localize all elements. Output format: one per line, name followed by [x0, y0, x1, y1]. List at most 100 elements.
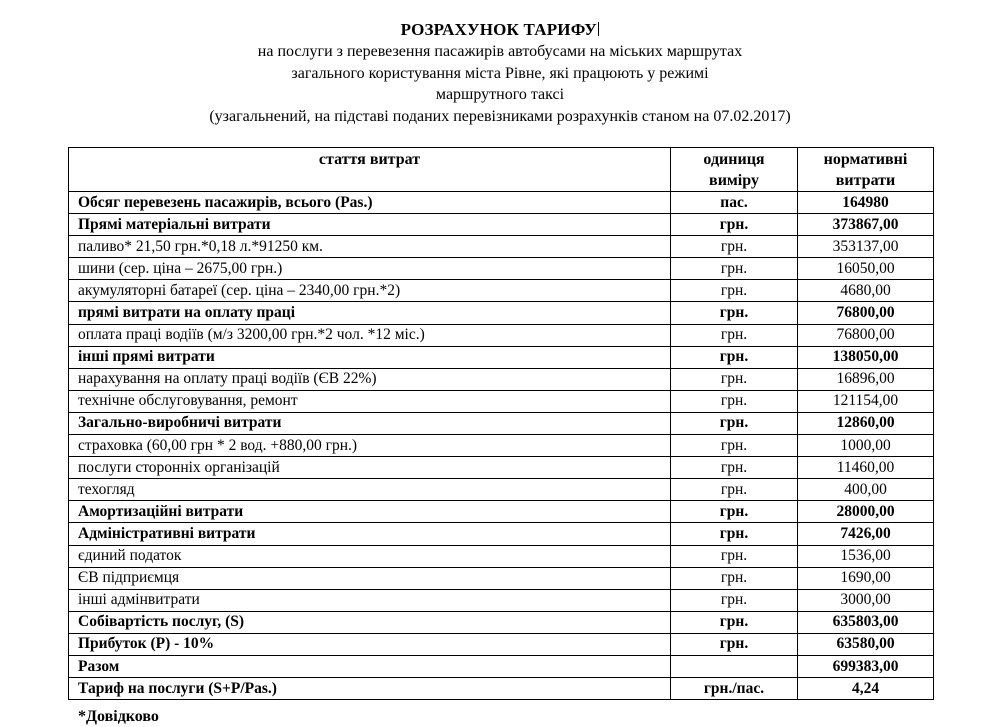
- unit-cell: [670, 654, 798, 679]
- unit-cell: грн.: [670, 345, 798, 369]
- table-row: технічне обслуговування, ремонт грн. 12115…: [68, 389, 934, 413]
- text-cursor: [597, 22, 600, 36]
- value-cell: 16896,00: [797, 367, 934, 391]
- footnote: *Довідково: [78, 708, 159, 725]
- value-cell: 4680,00: [797, 279, 934, 303]
- table-row: Прямі матеріальні витрати грн. 373867,00: [68, 213, 934, 237]
- unit-cell: грн.: [670, 367, 798, 391]
- value-cell: 76800,00: [797, 301, 934, 325]
- expense-item-cell: інші прямі витрати: [68, 345, 671, 369]
- table-row: акумуляторні батареї (сер. ціна – 2340,0…: [68, 279, 934, 303]
- unit-cell: грн.: [670, 456, 798, 480]
- table-row: страховка (60,00 грн * 2 вод. +880,00 гр…: [68, 434, 934, 458]
- unit-cell: грн.: [670, 279, 798, 303]
- expense-item-cell: прямі витрати на оплату праці: [68, 301, 671, 325]
- expense-item-cell: ЄВ підприємця: [68, 566, 671, 590]
- expense-item-cell: Собівартість послуг, (S): [68, 610, 671, 634]
- expense-item-cell: нарахування на оплату праці водіїв (ЄВ 2…: [68, 367, 671, 391]
- unit-cell: грн.: [670, 610, 798, 634]
- document-header: РОЗРАХУНОК ТАРИФУ на послуги з перевезен…: [0, 19, 1000, 127]
- table-row: техогляд грн. 400,00: [68, 478, 934, 502]
- unit-cell: грн.: [670, 301, 798, 325]
- expense-item-cell: оплата праці водіїв (м/з 3200,00 грн.*2 …: [68, 323, 671, 347]
- value-cell: 121154,00: [797, 389, 934, 413]
- table-row: інші адмінвитрати грн. 3000,00: [68, 588, 934, 612]
- unit-cell: грн.: [670, 323, 798, 347]
- expense-item-cell: паливо* 21,50 грн.*0,18 л.*91250 км.: [68, 235, 671, 259]
- expense-item-cell: технічне обслуговування, ремонт: [68, 389, 671, 413]
- expense-item-cell: Загально-виробничі витрати: [68, 411, 671, 436]
- value-cell: 76800,00: [797, 323, 934, 347]
- expense-item-cell: єдиний податок: [68, 544, 671, 568]
- document-subtitle-line-2: загального користування міста Рівне, які…: [291, 64, 709, 82]
- unit-cell: грн.: [670, 632, 798, 656]
- table-row: послуги сторонніх організацій грн. 11460,0…: [68, 456, 934, 480]
- expense-item-cell: Адміністративні витрати: [68, 522, 671, 546]
- table-row: інші прямі витрати грн. 138050,00: [68, 345, 934, 369]
- document-subtitle-line-1: на послуги з перевезення пасажирів автоб…: [257, 43, 743, 60]
- table-header-row: стаття витрат одиниця виміру нормативні …: [68, 147, 934, 192]
- expense-item-cell: Амортизаційні витрати: [68, 500, 671, 524]
- value-cell: 1690,00: [797, 566, 934, 590]
- document-subtitle-line-3: маршрутного таксі: [435, 86, 565, 103]
- table-row: Разом 699383,00: [68, 654, 934, 679]
- value-cell: 138050,00: [797, 345, 934, 369]
- tariff-calculation-table: стаття витрат одиниця виміру нормативні …: [68, 147, 934, 701]
- table-row: оплата праці водіїв (м/з 3200,00 грн.*2 …: [68, 323, 934, 347]
- value-cell: 164980: [797, 190, 934, 215]
- expense-item-cell: страховка (60,00 грн * 2 вод. +880,00 гр…: [68, 434, 671, 458]
- table-row: Обсяг перевезень пасажирів, всього (Pas.…: [68, 190, 934, 215]
- value-cell: 635803,00: [797, 610, 934, 634]
- expense-item-cell: шини (сер. ціна – 2675,00 грн.): [68, 257, 671, 281]
- unit-cell: грн.: [670, 235, 798, 259]
- unit-cell: грн./пас.: [670, 677, 798, 701]
- unit-cell: грн.: [670, 478, 798, 502]
- table-row: паливо* 21,50 грн.*0,18 л.*91250 км. грн.…: [68, 235, 934, 259]
- value-cell: 7426,00: [797, 522, 934, 546]
- expense-item-cell: послуги сторонніх організацій: [68, 456, 671, 480]
- unit-cell: грн.: [670, 544, 798, 568]
- unit-cell: грн.: [670, 566, 798, 590]
- table-row: єдиний податок грн. 1536,00: [68, 544, 934, 568]
- value-cell: 4,24: [797, 677, 934, 701]
- column-header-expense-item: стаття витрат: [68, 147, 671, 192]
- table-row: Прибуток (P) - 10% грн. 63580,00: [68, 632, 934, 656]
- value-cell: 12860,00: [797, 411, 934, 436]
- table-row: прямі витрати на оплату праці грн. 76800,0…: [68, 301, 934, 325]
- value-cell: 3000,00: [797, 588, 934, 612]
- document-title: РОЗРАХУНОК ТАРИФУ: [0, 19, 1000, 41]
- unit-cell: грн.: [670, 434, 798, 458]
- expense-item-cell: акумуляторні батареї (сер. ціна – 2340,0…: [68, 279, 671, 303]
- table-row: шини (сер. ціна – 2675,00 грн.) грн. 16050…: [68, 257, 934, 281]
- value-cell: 1536,00: [797, 544, 934, 568]
- value-cell: 28000,00: [797, 500, 934, 524]
- table-row: Адміністративні витрати грн. 7426,00: [68, 522, 934, 546]
- value-cell: 1000,00: [797, 434, 934, 458]
- value-cell: 11460,00: [797, 456, 934, 480]
- unit-cell: грн.: [670, 522, 798, 546]
- value-cell: 400,00: [797, 478, 934, 502]
- table-row: Тариф на послуги (S+P/Pas.) грн./пас. 4,24: [68, 677, 934, 701]
- column-header-unit: одиниця виміру: [670, 147, 798, 192]
- table-row: ЄВ підприємця грн. 1690,00: [68, 566, 934, 590]
- unit-cell: грн.: [670, 500, 798, 524]
- table-row: Загально-виробничі витрати грн. 12860,00: [68, 411, 934, 436]
- table-row: Собівартість послуг, (S) грн. 635803,00: [68, 610, 934, 634]
- column-header-normative-costs: нормативні витрати: [797, 147, 934, 192]
- unit-cell: пас.: [670, 190, 798, 215]
- unit-cell: грн.: [670, 213, 798, 237]
- value-cell: 353137,00: [797, 235, 934, 259]
- expense-item-cell: Обсяг перевезень пасажирів, всього (Pas.…: [68, 190, 671, 215]
- value-cell: 373867,00: [797, 213, 934, 237]
- value-cell: 699383,00: [797, 654, 934, 679]
- expense-item-cell: Тариф на послуги (S+P/Pas.): [68, 677, 671, 701]
- expense-item-cell: Прямі матеріальні витрати: [68, 213, 671, 237]
- unit-cell: грн.: [670, 257, 798, 281]
- expense-item-cell: інші адмінвитрати: [68, 588, 671, 612]
- value-cell: 63580,00: [797, 632, 934, 656]
- unit-cell: грн.: [670, 389, 798, 413]
- expense-item-cell: Разом: [68, 654, 671, 679]
- table-row: Амортизаційні витрати грн. 28000,00: [68, 500, 934, 524]
- expense-item-cell: Прибуток (P) - 10%: [68, 632, 671, 656]
- unit-cell: грн.: [670, 588, 798, 612]
